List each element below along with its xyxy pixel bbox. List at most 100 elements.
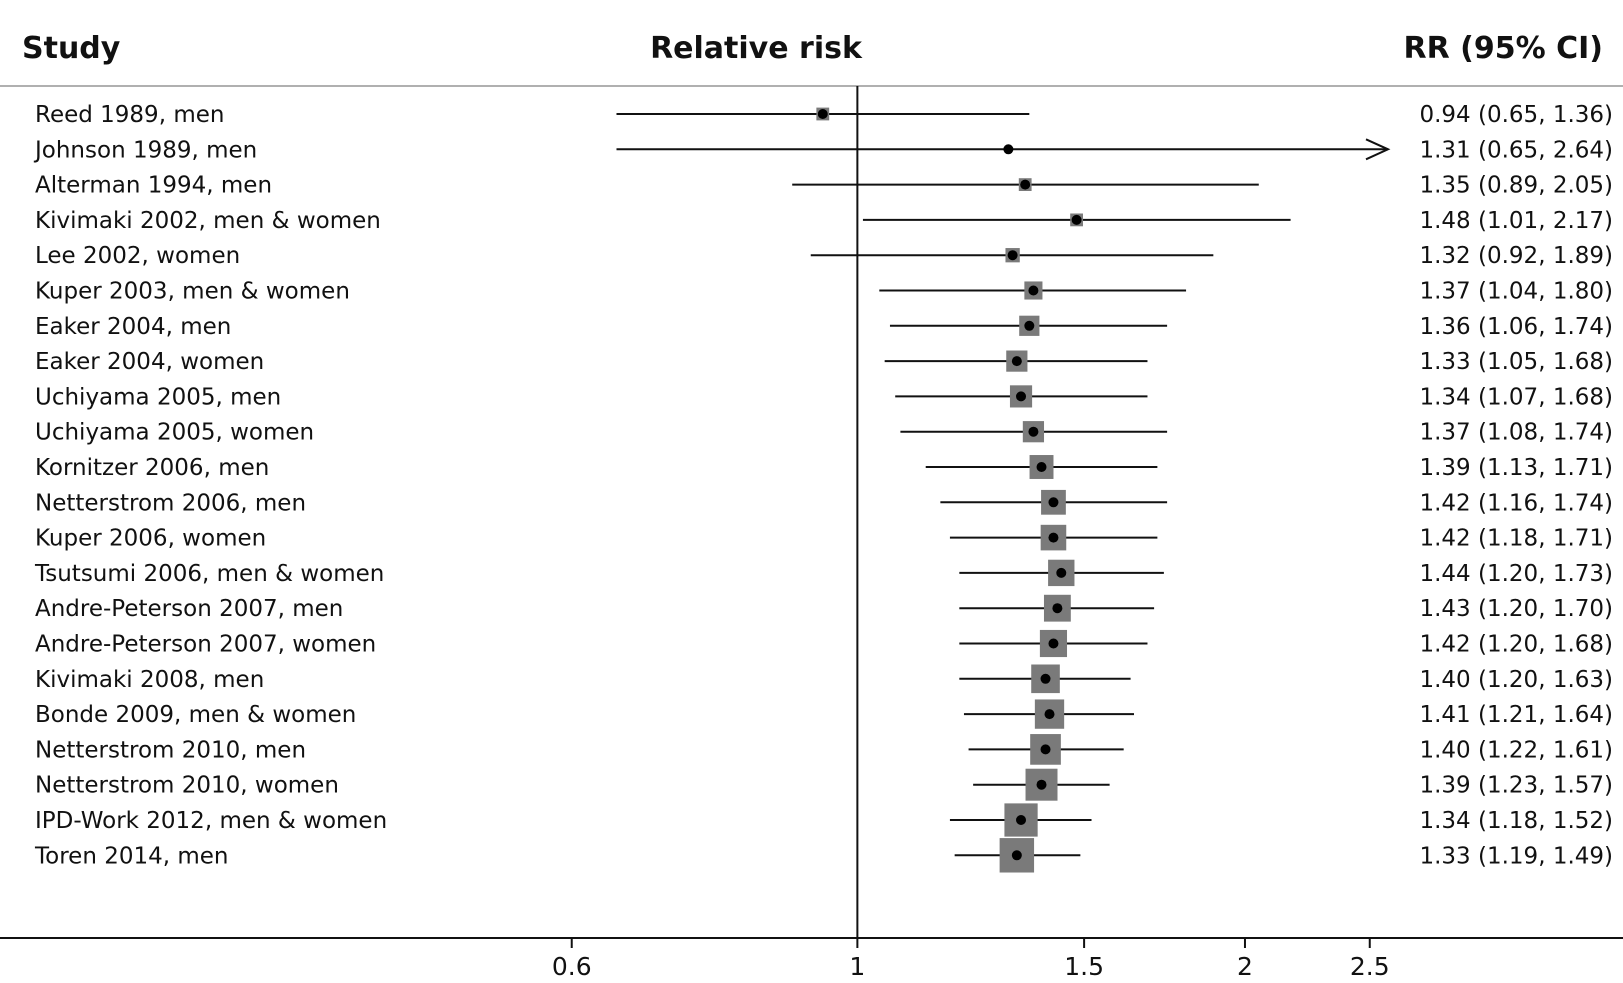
- rr-ci-value: 1.44 (1.20, 1.73): [1419, 561, 1613, 587]
- point-estimate: [1036, 462, 1047, 472]
- point-estimate: [1052, 603, 1063, 614]
- rr-ci-value: 1.35 (0.89, 2.05): [1419, 173, 1613, 199]
- rr-ci-value: 1.42 (1.18, 1.71): [1419, 526, 1613, 552]
- point-estimate: [1028, 285, 1039, 296]
- study-label: Bonde 2009, men & women: [35, 702, 356, 728]
- point-estimate: [1044, 709, 1055, 720]
- study-row: Toren 2014, men 1.33 (1.19, 1.49): [34, 838, 1613, 873]
- study-row: Eaker 2004, men 1.36 (1.06, 1.74): [35, 314, 1613, 340]
- study-row: Bonde 2009, men & women 1.41 (1.21, 1.64): [35, 699, 1613, 729]
- study-row: Uchiyama 2005, women 1.37 (1.08, 1.74): [35, 420, 1613, 446]
- rr-ci-value: 1.34 (1.18, 1.52): [1419, 808, 1613, 834]
- point-estimate: [1003, 144, 1014, 155]
- point-estimate: [1016, 391, 1027, 402]
- study-row: IPD-Work 2012, men & women 1.34 (1.18, 1.…: [35, 803, 1613, 837]
- study-label: Netterstrom 2006, men: [35, 490, 306, 516]
- rr-ci-value: 1.36 (1.06, 1.74): [1419, 314, 1613, 340]
- study-row: Kivimaki 2002, men & women 1.48 (1.01, 2.…: [35, 208, 1613, 234]
- study-label: Alterman 1994, men: [35, 173, 272, 199]
- ci-arrow: [1365, 138, 1391, 161]
- study-label: Kuper 2006, women: [35, 526, 266, 552]
- study-row: Kornitzer 2006, men 1.39 (1.13, 1.71): [35, 455, 1613, 481]
- point-estimate: [1048, 532, 1059, 543]
- x-tick-label: 0.6: [552, 952, 592, 981]
- study-label: Kivimaki 2008, men: [35, 667, 264, 693]
- x-axis: 0.6 1 1.5 2 2.5: [0, 937, 1623, 981]
- rr-ci-value: 1.41 (1.21, 1.64): [1419, 702, 1613, 728]
- study-row: Netterstrom 2006, men 1.42 (1.16, 1.74): [35, 489, 1613, 516]
- study-row: Andre-Peterson 2007, women 1.42 (1.20, 1.…: [35, 629, 1613, 658]
- study-row: Uchiyama 2005, men 1.34 (1.07, 1.68): [35, 384, 1613, 410]
- point-estimate: [1056, 567, 1067, 578]
- study-row: Eaker 2004, women 1.33 (1.05, 1.68): [35, 349, 1613, 375]
- study-rows: Reed 1989, men 0.94 (0.65, 1.36) Johnson 1…: [33, 86, 1613, 938]
- point-estimate: [1011, 356, 1022, 367]
- rr-ci-value: 1.43 (1.20, 1.70): [1419, 596, 1613, 622]
- study-label: Eaker 2004, women: [35, 349, 264, 375]
- rr-ci-value: 1.40 (1.22, 1.61): [1419, 737, 1613, 763]
- x-tick-label: 1.5: [1064, 952, 1104, 981]
- study-label: IPD-Work 2012, men & women: [35, 808, 387, 834]
- study-label: Kivimaki 2002, men & women: [35, 208, 381, 234]
- point-estimate: [1048, 638, 1059, 649]
- header-relative-risk: Relative risk: [650, 31, 863, 66]
- study-row: Reed 1989, men 0.94 (0.65, 1.36): [35, 102, 1613, 128]
- study-label: Toren 2014, men: [34, 843, 229, 869]
- study-label: Kornitzer 2006, men: [35, 455, 269, 481]
- point-estimate: [1007, 250, 1018, 261]
- x-tick-label: 1: [849, 952, 865, 981]
- study-row: Kuper 2003, men & women 1.37 (1.04, 1.80): [35, 279, 1613, 305]
- rr-ci-value: 1.33 (1.05, 1.68): [1419, 349, 1613, 375]
- rr-ci-value: 1.39 (1.13, 1.71): [1419, 455, 1613, 481]
- rr-ci-value: 1.32 (0.92, 1.89): [1419, 243, 1613, 269]
- study-row: Alterman 1994, men 1.35 (0.89, 2.05): [35, 173, 1613, 199]
- point-estimate: [1016, 815, 1027, 825]
- rr-ci-value: 1.37 (1.04, 1.80): [1419, 279, 1613, 305]
- study-row: Johnson 1989, men 1.31 (0.65, 2.64): [33, 137, 1613, 163]
- study-label: Andre-Peterson 2007, men: [35, 596, 343, 622]
- point-estimate: [1036, 779, 1047, 790]
- rr-ci-value: 1.42 (1.20, 1.68): [1419, 632, 1613, 658]
- x-tick-label: 2: [1237, 952, 1253, 981]
- point-estimate: [1028, 426, 1039, 437]
- point-estimate: [1011, 850, 1022, 861]
- rr-ci-value: 1.48 (1.01, 2.17): [1419, 208, 1613, 234]
- rr-ci-value: 1.37 (1.08, 1.74): [1419, 420, 1613, 446]
- point-estimate: [1040, 744, 1051, 755]
- rr-ci-value: 1.40 (1.20, 1.63): [1419, 667, 1613, 693]
- study-label: Netterstrom 2010, men: [35, 737, 306, 763]
- study-label: Lee 2002, women: [35, 243, 240, 269]
- rr-ci-value: 1.31 (0.65, 2.64): [1419, 137, 1613, 163]
- rr-ci-value: 1.33 (1.19, 1.49): [1419, 843, 1613, 869]
- study-label: Andre-Peterson 2007, women: [35, 632, 376, 658]
- header-study: Study: [22, 31, 121, 66]
- study-label: Uchiyama 2005, women: [35, 420, 314, 446]
- study-label: Kuper 2003, men & women: [35, 279, 350, 305]
- rr-ci-value: 1.42 (1.16, 1.74): [1419, 490, 1613, 516]
- study-row: Andre-Peterson 2007, men 1.43 (1.20, 1.70…: [35, 594, 1613, 622]
- study-row: Tsutsumi 2006, men & women 1.44 (1.20, 1.…: [34, 559, 1613, 587]
- point-estimate: [1024, 320, 1035, 331]
- rr-ci-value: 0.94 (0.65, 1.36): [1419, 102, 1613, 128]
- study-row: Netterstrom 2010, women 1.39 (1.23, 1.57): [35, 768, 1613, 801]
- x-tick-label: 2.5: [1350, 952, 1390, 981]
- point-estimate: [1040, 673, 1051, 684]
- study-row: Lee 2002, women 1.32 (0.92, 1.89): [35, 243, 1613, 269]
- study-label: Johnson 1989, men: [33, 137, 257, 163]
- study-label: Reed 1989, men: [35, 102, 224, 128]
- rr-ci-value: 1.34 (1.07, 1.68): [1419, 384, 1613, 410]
- study-label: Netterstrom 2010, women: [35, 773, 339, 799]
- rr-ci-value: 1.39 (1.23, 1.57): [1419, 773, 1613, 799]
- point-estimate: [1071, 214, 1082, 225]
- point-estimate: [1048, 497, 1059, 508]
- study-row: Kuper 2006, women 1.42 (1.18, 1.71): [35, 524, 1613, 552]
- point-estimate: [1020, 179, 1031, 190]
- study-row: Netterstrom 2010, men 1.40 (1.22, 1.61): [35, 734, 1613, 765]
- point-estimate: [817, 109, 828, 119]
- study-label: Tsutsumi 2006, men & women: [34, 561, 384, 587]
- study-label: Eaker 2004, men: [35, 314, 231, 340]
- study-label: Uchiyama 2005, men: [35, 384, 281, 410]
- header-rr-ci: RR (95% CI): [1404, 31, 1604, 66]
